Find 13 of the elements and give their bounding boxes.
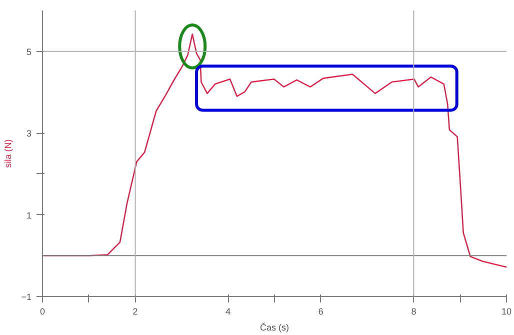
y-axis-title: sila (N) — [3, 139, 14, 168]
y-tick-label: 5 — [26, 46, 32, 57]
x-axis-title: Čas (s) — [260, 322, 290, 332]
x-tick-label: 2 — [132, 306, 138, 316]
y-tick-label: −1 — [21, 292, 32, 302]
x-tick-label: 6 — [318, 306, 324, 316]
x-tick-label: 8 — [411, 306, 416, 316]
y-tick-label: 1 — [26, 210, 32, 220]
x-tick-label: 10 — [501, 306, 512, 316]
x-tick-label: 0 — [40, 306, 46, 316]
x-tick-label: 4 — [226, 306, 231, 316]
y-tick-label: 3 — [26, 128, 32, 139]
line-series — [42, 34, 506, 268]
